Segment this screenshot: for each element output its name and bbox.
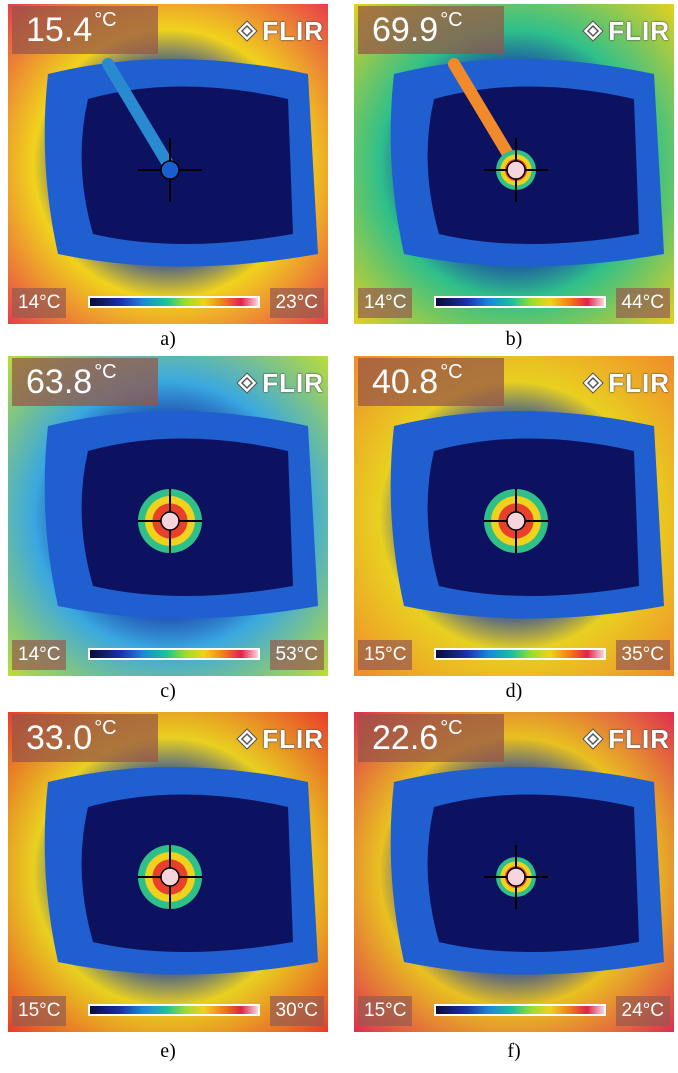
thermogram — [8, 4, 328, 324]
scale-max-label: 23°C — [269, 288, 324, 318]
thermogram — [354, 4, 674, 324]
temperature-reading: 33.0 °C — [12, 714, 158, 762]
color-scale-bar — [434, 648, 606, 660]
thermogram — [8, 712, 328, 1032]
temperature-scale: 15°C 30°C — [12, 996, 324, 1026]
color-scale-bar — [88, 296, 260, 308]
caption-b: b) — [505, 328, 523, 350]
crosshair-center — [160, 160, 180, 180]
temperature-reading: 15.4 °C — [12, 6, 158, 54]
probe-trace — [448, 58, 520, 170]
caption-a: a) — [160, 328, 176, 350]
flir-logo: FLIR — [582, 724, 670, 755]
scale-max-label: 44°C — [615, 288, 670, 318]
color-scale-bar — [88, 648, 260, 660]
thermal-image-d: 40.8 °C FLIR 15°C 35°C — [354, 356, 674, 676]
scale-min-label: 14°C — [12, 640, 67, 670]
scale-max-label: 24°C — [615, 996, 670, 1026]
scale-min-label: 14°C — [358, 288, 413, 318]
temperature-reading: 22.6 °C — [358, 714, 504, 762]
thermal-image-e: 33.0 °C FLIR 15°C 30°C — [8, 712, 328, 1032]
flir-logo: FLIR — [236, 16, 324, 47]
scale-min-label: 15°C — [358, 996, 413, 1026]
temperature-reading: 69.9 °C — [358, 6, 504, 54]
crosshair-center — [160, 867, 180, 887]
scale-max-label: 53°C — [269, 640, 324, 670]
thermogram — [8, 356, 328, 676]
flir-diamond-icon — [582, 728, 604, 750]
crosshair-center — [160, 511, 180, 531]
thermogram — [354, 712, 674, 1032]
caption-c: c) — [160, 680, 176, 702]
flir-logo: FLIR — [236, 368, 324, 399]
flir-logo: FLIR — [582, 368, 670, 399]
flir-diamond-icon — [236, 20, 258, 42]
caption-e: e) — [160, 1040, 176, 1062]
thermal-image-f: 22.6 °C FLIR 15°C 24°C — [354, 712, 674, 1032]
thermal-image-b: 69.9 °C FLIR 14°C 44°C — [354, 4, 674, 324]
crosshair-center — [506, 511, 526, 531]
flir-diamond-icon — [582, 20, 604, 42]
temperature-scale: 14°C 23°C — [12, 288, 324, 318]
flir-logo: FLIR — [236, 724, 324, 755]
temperature-scale: 14°C 53°C — [12, 640, 324, 670]
color-scale-bar — [434, 1004, 606, 1016]
temperature-reading: 63.8 °C — [12, 358, 158, 406]
crosshair-center — [506, 160, 526, 180]
caption-d: d) — [505, 680, 523, 702]
thermal-image-c: 63.8 °C FLIR 14°C 53°C — [8, 356, 328, 676]
flir-diamond-icon — [236, 372, 258, 394]
probe-trace — [102, 58, 174, 170]
temperature-scale: 15°C 24°C — [358, 996, 670, 1026]
plate-cold-core — [81, 86, 293, 244]
scale-min-label: 15°C — [358, 640, 413, 670]
color-scale-bar — [434, 296, 606, 308]
thermogram — [354, 356, 674, 676]
thermal-image-a: 15.4 °C FLIR 14°C 23°C — [8, 4, 328, 324]
scale-min-label: 15°C — [12, 996, 67, 1026]
temperature-scale: 14°C 44°C — [358, 288, 670, 318]
scale-max-label: 35°C — [615, 640, 670, 670]
temperature-scale: 15°C 35°C — [358, 640, 670, 670]
flir-diamond-icon — [236, 728, 258, 750]
flir-logo: FLIR — [582, 16, 670, 47]
temperature-reading: 40.8 °C — [358, 358, 504, 406]
color-scale-bar — [88, 1004, 260, 1016]
caption-f: f) — [507, 1040, 521, 1062]
scale-min-label: 14°C — [12, 288, 67, 318]
crosshair-center — [506, 867, 526, 887]
scale-max-label: 30°C — [269, 996, 324, 1026]
flir-diamond-icon — [582, 372, 604, 394]
